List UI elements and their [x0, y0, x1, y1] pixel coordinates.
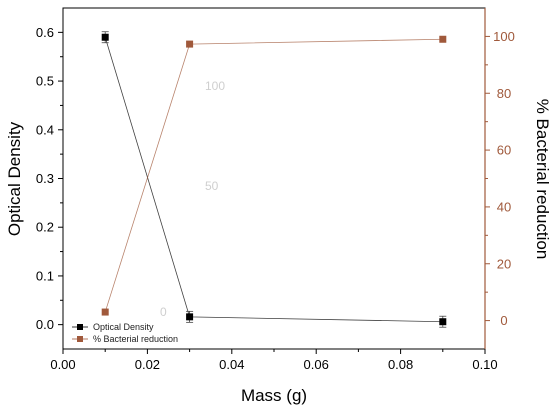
legend-label: % Bacterial reduction: [93, 334, 178, 344]
x-axis: 0.00 0.02 0.04 0.06 0.08 0.10: [50, 349, 498, 372]
ghost-label: 50: [205, 179, 219, 193]
series-layer: [101, 31, 447, 328]
data-point: [101, 33, 109, 41]
y-left-tick-label: 0.2: [36, 220, 54, 235]
y-left-tick-label: 0.5: [36, 74, 54, 89]
y-axis-right: 0 20 40 60 80 100: [484, 8, 515, 349]
y-right-tick-label: 60: [497, 143, 511, 158]
y-left-tick-label: 0.0: [36, 317, 54, 332]
legend: Optical Density % Bacterial reduction: [72, 322, 178, 344]
legend-label: Optical Density: [93, 322, 154, 332]
series-line-1: [104, 38, 443, 313]
y-right-tick-label: 20: [497, 256, 511, 271]
y-axis-right-title: % Bacterial reduction: [533, 99, 550, 260]
data-point: [439, 35, 447, 43]
y-right-tick-label: 80: [497, 86, 511, 101]
y-left-tick-label: 0.4: [36, 122, 54, 137]
y-left-tick-label: 0.6: [36, 25, 54, 40]
x-axis-title: Mass (g): [241, 386, 307, 405]
y-axis-left-title: Optical Density: [5, 121, 24, 236]
y-right-tick-label: 40: [497, 199, 511, 214]
x-tick-label: 0.00: [50, 357, 75, 372]
x-tick-label: 0.02: [135, 357, 160, 372]
y-right-tick-label: 100: [493, 29, 515, 44]
x-tick-label: 0.10: [472, 357, 497, 372]
y-axis-left: 0.0 0.1 0.2 0.3 0.4 0.5 0.6: [36, 25, 63, 332]
ghost-label: 100: [205, 79, 225, 93]
ghost-labels: 100 50 0: [160, 79, 225, 319]
x-tick-label: 0.06: [304, 357, 329, 372]
x-tick-label: 0.04: [219, 357, 244, 372]
ghost-label: 0: [160, 305, 167, 319]
y-left-tick-label: 0.1: [36, 268, 54, 283]
data-point: [186, 40, 194, 48]
y-left-tick-label: 0.3: [36, 171, 54, 186]
series-line-0: [104, 37, 443, 323]
legend-marker: [77, 324, 83, 330]
data-point: [439, 318, 447, 326]
x-tick-label: 0.08: [388, 357, 413, 372]
data-point: [101, 308, 109, 316]
y-right-tick-label: 0: [500, 313, 507, 328]
data-point: [186, 313, 194, 321]
plot-frame: [62, 7, 486, 350]
legend-marker: [77, 336, 83, 342]
